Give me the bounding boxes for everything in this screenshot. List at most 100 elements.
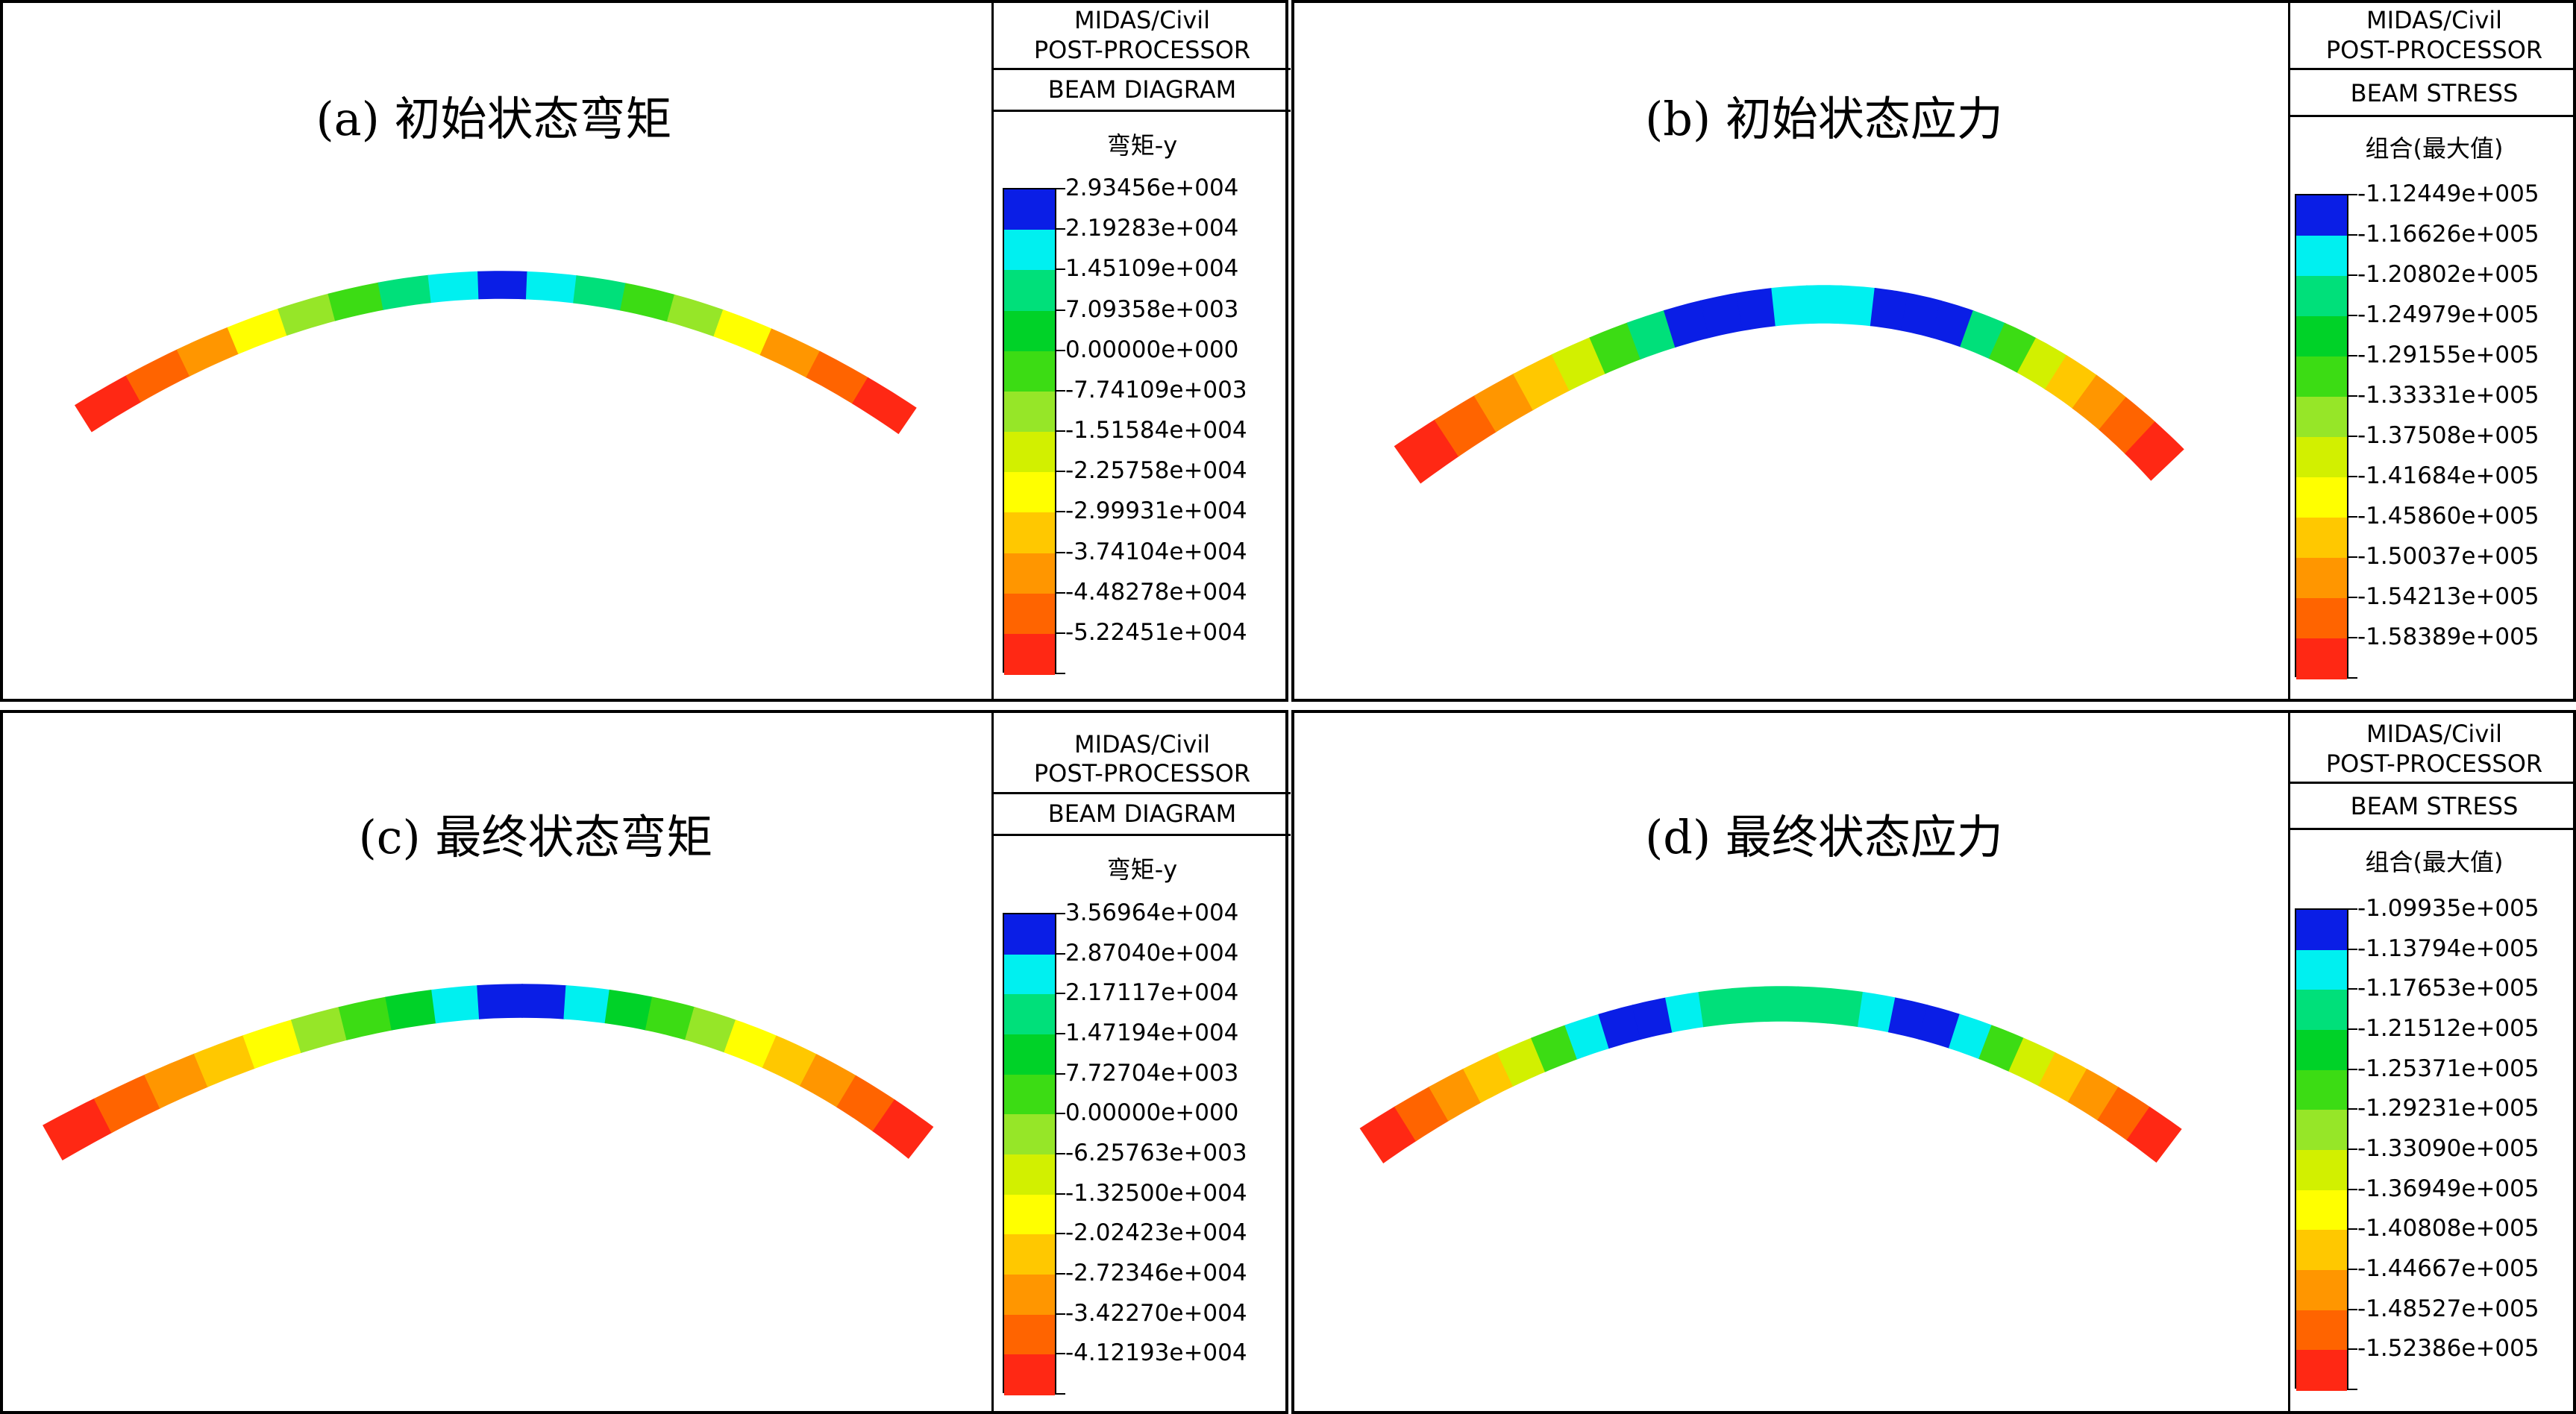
legend-tick: [1055, 1193, 1065, 1195]
legend-swatch: [2296, 638, 2347, 679]
legend-swatch: [1004, 1154, 1055, 1195]
legend-tick: [2347, 395, 2357, 397]
legend-value: 3.56964e+004: [1065, 899, 1239, 926]
arch-segment: [125, 349, 191, 403]
legend-swatch: [1004, 994, 1055, 1035]
arch-segment: [1827, 987, 1864, 1028]
legend-component: 组合(最大值): [2365, 848, 2504, 876]
legend-module: POST-PROCESSOR: [2325, 36, 2543, 64]
legend-swatch: [1004, 189, 1055, 231]
legend-tick: [1055, 511, 1065, 513]
legend: MIDAS/Civil POST-PROCESSOR BEAM DIAGRAM …: [991, 3, 1291, 699]
arch-segment: [1665, 991, 1705, 1033]
legend-tick: [1055, 1353, 1065, 1355]
legend-tick: [1055, 551, 1065, 553]
legend-swatch: [1004, 954, 1055, 996]
legend-tick: [1055, 268, 1065, 271]
legend-value: -1.21512e+005: [2357, 1015, 2539, 1042]
legend-swatch: [2296, 1350, 2347, 1391]
legend-value: 1.45109e+004: [1065, 255, 1239, 283]
legend-tick: [2347, 1149, 2357, 1150]
arch-segment: [1698, 987, 1736, 1028]
legend-module: POST-PROCESSOR: [1033, 759, 1251, 788]
legend-tick: [2347, 1068, 2357, 1070]
legend-swatch: [1004, 230, 1055, 271]
legend-tick: [1055, 309, 1065, 311]
legend-value: -1.29155e+005: [2357, 342, 2539, 368]
legend-tick: [2347, 1188, 2357, 1190]
legend-tick: [1055, 913, 1065, 914]
arch-segment: [1796, 986, 1831, 1024]
arch-segment: [242, 1019, 302, 1069]
arch-diagram: [43, 984, 934, 1161]
legend-value: -1.41684e+005: [2357, 462, 2539, 489]
legend-swatch: [1004, 633, 1055, 675]
legend-tick: [2347, 597, 2357, 598]
legend-tick: [2347, 516, 2357, 518]
legend-value: -2.02423e+004: [1065, 1219, 1247, 1247]
panel-title: (a) 初始状态弯矩: [316, 92, 672, 146]
legend-tick: [1055, 389, 1065, 392]
legend-swatch: [2296, 910, 2347, 951]
legend-divider: [2290, 782, 2576, 784]
legend-software: MIDAS/Civil: [1074, 730, 1211, 758]
legend-tick: [2347, 436, 2357, 437]
arch-segment: [521, 984, 567, 1019]
arch-segment: [290, 1006, 348, 1054]
legend-swatch: [1004, 1074, 1055, 1116]
legend-component: 弯矩-y: [1106, 855, 1178, 884]
legend-tick: [1055, 471, 1065, 473]
legend-value: 7.09358e+003: [1065, 295, 1239, 323]
legend-swatch: [1004, 391, 1055, 433]
legend-value: -1.33090e+005: [2357, 1135, 2539, 1162]
legend-tick: [1055, 1033, 1065, 1034]
legend-tick: [2347, 637, 2357, 638]
panel-title: (c) 最终状态弯矩: [358, 810, 713, 864]
legend-value: -1.09935e+005: [2357, 895, 2539, 922]
legend-value: 2.19283e+004: [1065, 215, 1239, 242]
legend-swatch: [1004, 1314, 1055, 1356]
legend-value: -1.17653e+005: [2357, 975, 2539, 1002]
legend-tick: [1055, 1233, 1065, 1235]
legend-tick: [1055, 1393, 1065, 1395]
legend-swatch: [1004, 593, 1055, 635]
arch-segment: [477, 984, 523, 1019]
legend-value: 0.00000e+000: [1065, 1099, 1239, 1127]
arch-segment: [2126, 1106, 2182, 1163]
arch-segment: [573, 275, 627, 311]
legend-swatch: [1004, 512, 1055, 554]
legend-value: -4.12193e+004: [1065, 1339, 1247, 1367]
legend-divider: [994, 792, 1291, 794]
legend-swatch: [2296, 1069, 2347, 1111]
legend-swatch: [2296, 518, 2347, 559]
legend-swatch: [2296, 356, 2347, 398]
legend-tick: [2347, 476, 2357, 477]
legend-value: -1.51584e+004: [1065, 417, 1247, 444]
legend-value: -1.50037e+005: [2357, 543, 2539, 570]
legend-value: -1.45860e+005: [2357, 503, 2539, 530]
arch-diagram: [1359, 986, 2182, 1163]
legend-swatch: [2296, 1270, 2347, 1311]
legend-swatch: [2296, 195, 2347, 236]
legend-swatch: [2296, 1110, 2347, 1151]
arch-segment: [620, 283, 676, 322]
legend-value: -2.25758e+004: [1065, 457, 1247, 485]
legend-swatch: [1004, 1034, 1055, 1075]
legend: MIDAS/Civil POST-PROCESSOR BEAM STRESS 组…: [2288, 713, 2576, 1411]
panel-b: (b) 初始状态应力 MIDAS/Civil POST-PROCESSOR BE…: [1291, 0, 2576, 702]
panel-title: (d) 最终状态应力: [1645, 810, 2003, 864]
legend-swatch: [2296, 558, 2347, 599]
legend-swatch: [1004, 1234, 1055, 1275]
legend-tick: [2347, 1269, 2357, 1270]
arch-segment: [604, 989, 654, 1031]
legend-value: -1.32500e+004: [1065, 1179, 1247, 1207]
legend-tick: [1055, 591, 1065, 594]
legend-tick: [1055, 1072, 1065, 1075]
legend-tick: [1055, 430, 1065, 432]
arch-segment: [385, 989, 437, 1031]
legend-value: -1.16626e+005: [2357, 221, 2539, 248]
legend-value: -1.29231e+005: [2357, 1095, 2539, 1122]
legend-software: MIDAS/Civil: [2366, 720, 2503, 748]
legend-swatch: [1004, 553, 1055, 594]
legend-divider: [2290, 115, 2576, 117]
